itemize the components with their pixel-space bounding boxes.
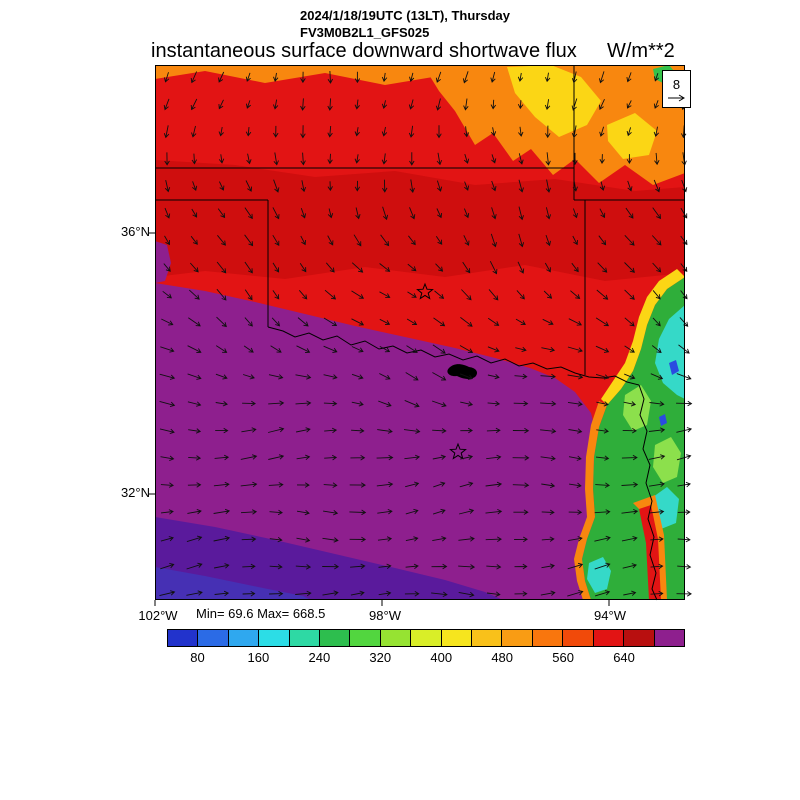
plot-title: instantaneous surface downward shortwave… xyxy=(151,40,577,62)
map-region-purple-high-flux xyxy=(155,283,597,600)
lat-axis-label: 32°N xyxy=(120,485,150,500)
map-region-dark-red-band xyxy=(155,160,685,281)
valid-time-label: 2024/1/18/19UTC (13LT), Thursday xyxy=(300,8,511,23)
model-run-label: FV3M0B2L1_GFS025 xyxy=(300,25,430,40)
map-region-orange-fringe-lower xyxy=(574,401,607,600)
map-region-lightgreen-blob-2 xyxy=(653,437,681,483)
colorbar-segment xyxy=(502,630,533,646)
colorbar-tick-label: 640 xyxy=(613,650,635,665)
map-region-blue-speck-2 xyxy=(659,414,667,426)
map-region-lightgreen-blob-1 xyxy=(623,385,651,431)
reference-vector-arrow-icon xyxy=(667,94,685,101)
state-border xyxy=(638,384,658,601)
colorbar-tick-label: 80 xyxy=(190,650,205,665)
colorbar-segment xyxy=(532,630,564,646)
colorbar-segment xyxy=(411,630,442,646)
city-star-marker xyxy=(449,442,467,460)
colorbar-segment xyxy=(350,630,381,646)
colorbar-segment xyxy=(563,630,594,646)
map-region-indigo-bottom-left xyxy=(155,517,503,600)
colorbar-tick-label: 320 xyxy=(369,650,392,665)
wind-vector-field xyxy=(159,70,693,598)
colorbar-segment xyxy=(472,630,503,646)
map-region-violet-corner xyxy=(155,567,311,600)
axis-ticks xyxy=(149,232,610,606)
lat-axis-label: 36°N xyxy=(120,224,150,239)
colorbar-segment xyxy=(654,630,684,646)
map-region-yellow-fringe-upper xyxy=(601,269,685,405)
colorbar-tick-label: 560 xyxy=(552,650,574,665)
lon-axis-label: 98°W xyxy=(369,608,401,623)
minmax-label: Min= 69.6 Max= 668.5 xyxy=(196,606,326,621)
map-region-cyan-blob-1 xyxy=(655,305,685,399)
colorbar-segment xyxy=(441,630,473,646)
reference-vector-value: 8 xyxy=(672,76,681,92)
units-label: W/m**2 xyxy=(607,40,675,62)
colorbar-segment xyxy=(198,630,229,646)
lon-axis-label: 94°W xyxy=(594,608,626,623)
map-region-blue-speck-1 xyxy=(669,360,679,375)
colorbar-segment xyxy=(624,630,655,646)
colorbar-tick-label: 160 xyxy=(247,650,270,665)
state-border xyxy=(267,326,640,386)
city-star-marker xyxy=(416,282,434,300)
map-region-left-edge-purple-patch xyxy=(155,241,171,283)
map-frame xyxy=(155,65,685,600)
colorbar-segment xyxy=(289,630,321,646)
colorbar-segment xyxy=(380,630,412,646)
lon-axis-label: 102°W xyxy=(138,608,178,623)
flux-map xyxy=(149,65,693,606)
colorbar-tick-label: 480 xyxy=(491,650,514,665)
colorbar xyxy=(167,629,685,647)
map-region-yellow-cloud-small xyxy=(607,113,657,159)
colorbar-segment xyxy=(320,630,351,646)
colorbar-tick-label: 240 xyxy=(308,650,331,665)
colorbar-segment xyxy=(168,630,199,646)
reference-vector-box: 8 xyxy=(662,70,691,108)
colorbar-segment xyxy=(259,630,290,646)
colorbar-segment xyxy=(228,630,260,646)
colorbar-segment xyxy=(593,630,625,646)
colorbar-tick-label: 400 xyxy=(430,650,453,665)
map-region-yellow-cloud-core xyxy=(507,65,601,137)
